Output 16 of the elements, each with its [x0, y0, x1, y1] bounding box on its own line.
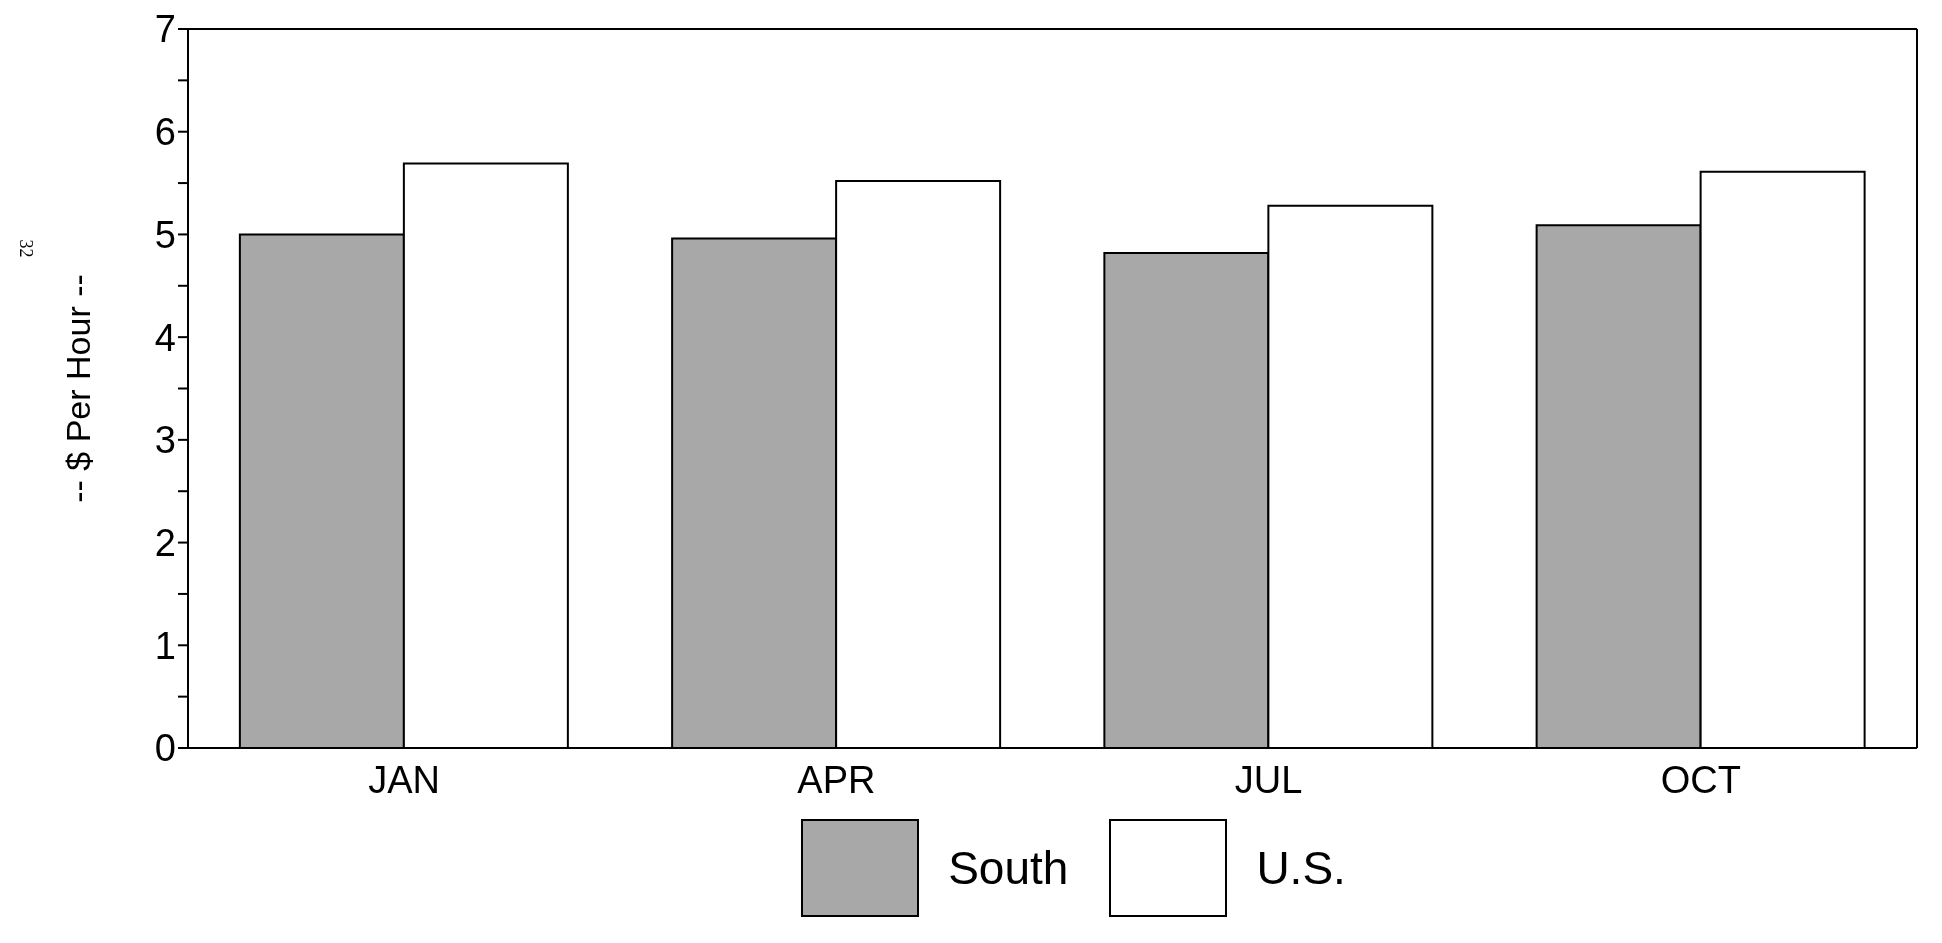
y-tick-label: 1 [154, 624, 176, 667]
legend-label: South [948, 841, 1069, 895]
y-tick-label: 0 [154, 727, 176, 770]
y-tick-label: 2 [154, 522, 176, 565]
y-axis-title: -- $ Per Hour -- [59, 274, 98, 503]
y-tick-label: 7 [154, 8, 176, 51]
legend-label: U.S. [1256, 841, 1346, 895]
x-tick-label: OCT [1660, 758, 1741, 801]
x-tick-label: JAN [368, 758, 441, 801]
y-tick-label: 3 [154, 419, 176, 462]
y-tick-label: 4 [154, 316, 176, 359]
text: 32 [14, 239, 36, 258]
x-tick-label: JUL [1234, 758, 1303, 801]
x-tick-label: APR [797, 758, 876, 801]
y-tick-label: 6 [154, 111, 176, 154]
y-tick-label: 5 [154, 213, 176, 256]
